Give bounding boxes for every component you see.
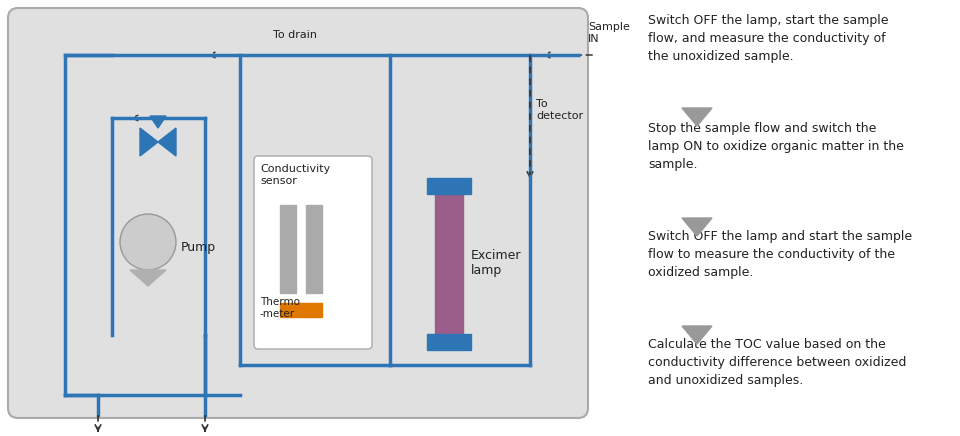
Polygon shape — [130, 270, 166, 286]
Polygon shape — [150, 116, 166, 128]
Text: Stop the sample flow and switch the
lamp ON to oxidize organic matter in the
sam: Stop the sample flow and switch the lamp… — [648, 122, 904, 171]
Polygon shape — [682, 326, 712, 344]
Polygon shape — [682, 108, 712, 126]
Text: Switch OFF the lamp and start the sample
flow to measure the conductivity of the: Switch OFF the lamp and start the sample… — [648, 230, 912, 279]
Text: To drain: To drain — [273, 30, 317, 40]
Bar — [435, 192, 463, 334]
Bar — [306, 205, 322, 293]
Bar — [427, 178, 471, 194]
Circle shape — [120, 214, 176, 270]
Text: Sample
IN: Sample IN — [588, 22, 630, 44]
Bar — [280, 303, 322, 317]
Bar — [427, 334, 471, 350]
Text: Thermo
-meter: Thermo -meter — [260, 297, 300, 319]
Polygon shape — [682, 218, 712, 236]
Text: Conductivity
sensor: Conductivity sensor — [260, 164, 330, 186]
Text: To
detector: To detector — [536, 99, 583, 121]
Text: Calculate the TOC value based on the
conductivity difference between oxidized
an: Calculate the TOC value based on the con… — [648, 338, 906, 387]
FancyBboxPatch shape — [254, 156, 372, 349]
Bar — [280, 205, 296, 293]
Text: Pump: Pump — [181, 241, 216, 253]
Text: Switch OFF the lamp, start the sample
flow, and measure the conductivity of
the : Switch OFF the lamp, start the sample fl… — [648, 14, 889, 63]
Polygon shape — [140, 128, 176, 156]
Text: Excimer
lamp: Excimer lamp — [471, 249, 521, 277]
FancyBboxPatch shape — [8, 8, 588, 418]
